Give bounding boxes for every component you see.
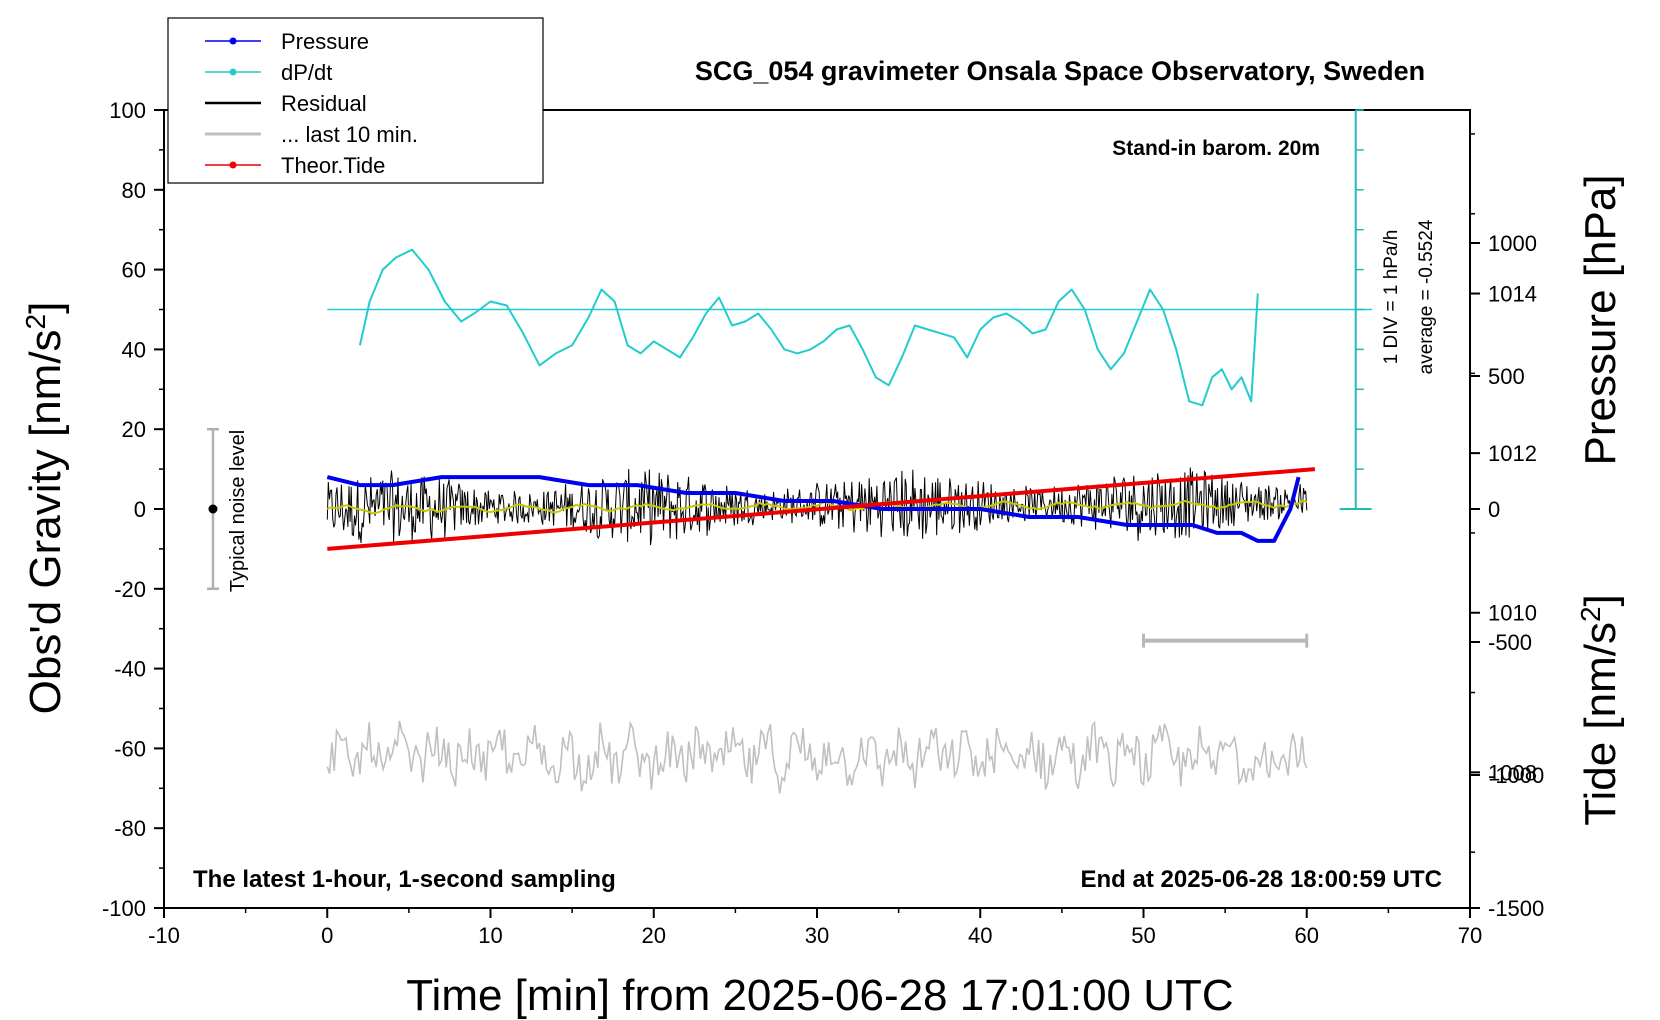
y-tick-label: -40 (114, 657, 146, 682)
x-tick-label: 60 (1295, 923, 1319, 948)
legend-marker (229, 161, 237, 169)
series-dp-dt-line (358, 248, 1259, 407)
residual-line (326, 467, 1308, 546)
noise-level-label: Typical noise level (227, 430, 249, 592)
x-axis-title: Time [min] from 2025-06-28 17:01:00 UTC (406, 971, 1233, 1020)
series-pressure-line (326, 475, 1301, 543)
y-tick-label: -100 (102, 896, 146, 921)
legend: Pressure dP/dt Residual ... last 10 min. The… (167, 17, 544, 184)
y-tick-label: -60 (114, 736, 146, 761)
y-tick-label: 100 (109, 98, 146, 123)
y-tick-label: -20 (114, 577, 146, 602)
noise-bar-center-dot (208, 504, 218, 514)
x-tick-label: -10 (148, 923, 180, 948)
residual-smooth-line (326, 499, 1308, 515)
legend-marker (229, 37, 237, 45)
stand-in-barometer-note: Stand-in barom. 20m (1112, 137, 1320, 160)
legend-label: dP/dt (281, 60, 332, 85)
legend-box (167, 17, 544, 184)
sampling-note: The latest 1-hour, 1-second sampling (193, 866, 616, 893)
tide-tick-label: -1000 (1488, 763, 1544, 788)
x-tick-label: 70 (1458, 923, 1482, 948)
y-tick-label: 80 (122, 178, 146, 203)
axes: -10 0 10 20 30 40 50 60 70100806040200-20-40-60-… (102, 98, 1544, 948)
x-tick-label: 30 (805, 923, 829, 948)
pressure-tick-label: 1012 (1488, 441, 1537, 466)
series-theor-tide-line (327, 467, 1316, 551)
end-time-note: End at 2025-06-28 18:00:59 UTC (1081, 866, 1443, 893)
y-tick-label: 0 (134, 497, 146, 522)
y-axis-title-tide: Tide [nm/s2] (1575, 594, 1626, 826)
last-10-min-line (326, 720, 1308, 794)
legend-label: Theor.Tide (281, 153, 385, 178)
dpdt-division-note: 1 DIV = 1 hPa/h (1381, 230, 1402, 365)
legend-label: ... last 10 min. (281, 122, 418, 147)
y-tick-label: 20 (122, 417, 146, 442)
x-tick-label: 20 (642, 923, 666, 948)
y-tick-label: 40 (122, 337, 146, 362)
tide-tick-label: 500 (1488, 364, 1525, 389)
tide-tick-label: 0 (1488, 497, 1500, 522)
y-tick-label: 60 (122, 258, 146, 283)
dpdt-average-note: average = -0.5524 (1416, 219, 1437, 374)
data-traces (206, 109, 1373, 794)
tide-tick-label: -500 (1488, 630, 1532, 655)
x-tick-label: 10 (478, 923, 502, 948)
tide-tick-label: 1000 (1488, 231, 1537, 256)
pressure-tick-label: 1008 (1488, 760, 1537, 785)
x-tick-label: 0 (321, 923, 333, 948)
chart-title: SCG_054 gravimeter Onsala Space Observat… (695, 56, 1425, 86)
pressure-tick-label: 1010 (1488, 601, 1537, 626)
legend-marker (229, 68, 237, 76)
pressure-tick-label: 1014 (1488, 282, 1537, 307)
legend-label: Pressure (281, 29, 369, 54)
y-tick-label: -80 (114, 816, 146, 841)
y-axis-title-left: Obs'd Gravity [nm/s2] (20, 302, 71, 715)
x-tick-label: 50 (1131, 923, 1155, 948)
legend-label: Residual (281, 91, 367, 116)
tide-tick-label: -1500 (1488, 896, 1544, 921)
x-tick-label: 40 (968, 923, 992, 948)
y-axis-title-pressure: Pressure [hPa] (1576, 174, 1625, 465)
